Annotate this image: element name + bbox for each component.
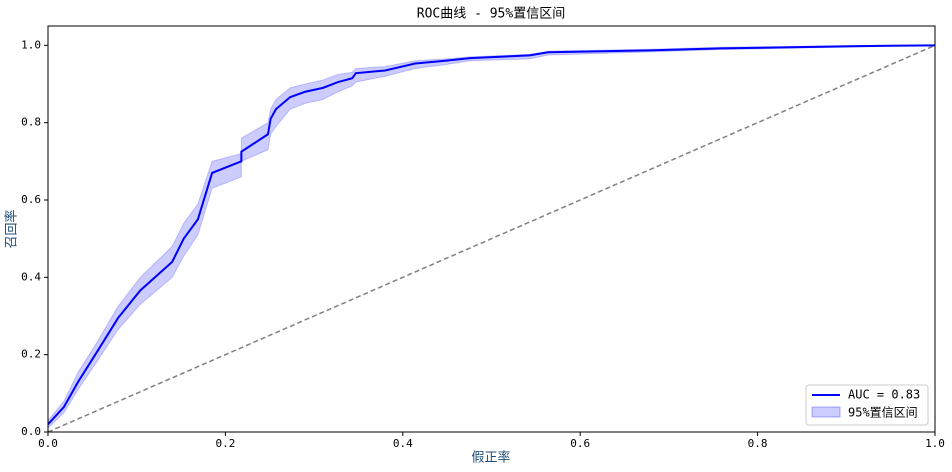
y-tick-label: 0.6 <box>21 193 41 206</box>
y-tick-label: 0.8 <box>21 116 41 129</box>
x-tick-label: 0.4 <box>393 437 413 450</box>
x-tick-label: 0.2 <box>215 437 235 450</box>
y-tick-label: 0.4 <box>21 270 41 283</box>
x-tick-label: 0.6 <box>570 437 590 450</box>
y-tick-label: 1.0 <box>21 38 41 51</box>
x-tick-label: 0.0 <box>38 437 58 450</box>
y-tick-label: 0.0 <box>21 425 41 438</box>
legend-swatch <box>811 406 841 418</box>
legend-label: 95%置信区间 <box>848 406 918 420</box>
roc-line <box>47 44 936 425</box>
legend-label: AUC = 0.83 <box>848 388 920 402</box>
chart-title: ROC曲线 - 95%置信区间 <box>417 7 565 22</box>
x-tick-label: 1.0 <box>925 437 945 450</box>
plot-frame <box>47 25 936 433</box>
y-tick-label: 0.2 <box>21 348 41 361</box>
y-axis-label: 召回率 <box>4 209 20 248</box>
x-tick-label: 0.8 <box>748 437 768 450</box>
x-axis-label: 假正率 <box>471 450 510 466</box>
reference-line <box>47 44 936 433</box>
confidence-band <box>47 44 936 430</box>
